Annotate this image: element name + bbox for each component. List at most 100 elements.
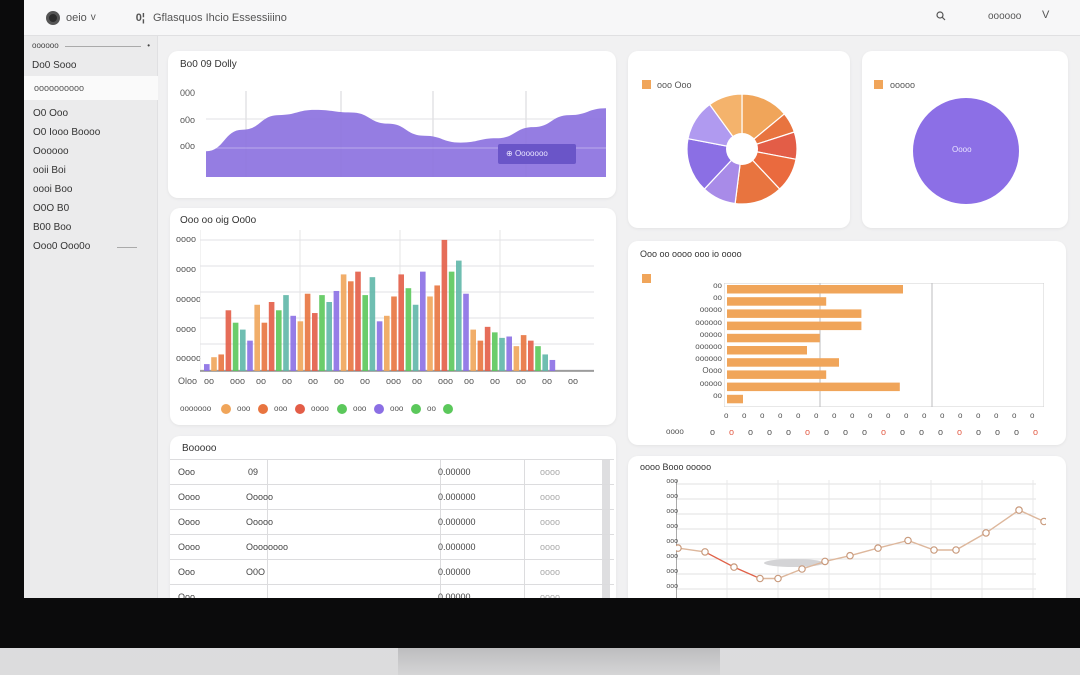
brand-label[interactable]: oeio [66, 11, 87, 24]
bar-chart [200, 230, 594, 372]
bar [247, 340, 253, 371]
x-tick-label: ooo [230, 376, 246, 386]
bar [290, 315, 296, 371]
x-tick-label: o [976, 411, 981, 420]
y-tick-label: ooo [666, 568, 678, 575]
bar [456, 260, 462, 371]
table-row[interactable]: Oooo Ooooo 0.000000 oooo [170, 509, 614, 534]
legend-swatch [221, 404, 231, 414]
area-badge: ⊕ Ooooooo [498, 144, 576, 164]
divider [117, 247, 137, 248]
y-tick-label: 000 [180, 88, 196, 98]
page-title: Gflasquos Ihcio Essessiiino [153, 11, 287, 24]
table-cell: 09 [248, 467, 259, 477]
table-row[interactable]: Ooo 09 0.00000 oooo [170, 459, 614, 484]
sidebar-item[interactable]: ooii Boi [33, 165, 66, 176]
table-row[interactable]: Oooo Ooooo 0.000000 oooo [170, 484, 614, 509]
legend-swatch [443, 404, 453, 414]
x-axis-labels: Oloo oo ooo oo oo oo oo oo ooo oo ooo oo oo oo oo oo [178, 376, 598, 388]
line-point [930, 546, 938, 554]
y-tick-label: ooo [666, 508, 678, 515]
table-cell: oooo [540, 567, 561, 577]
bar [391, 296, 397, 371]
bar [297, 321, 304, 371]
bar [542, 354, 548, 371]
x-tick-label: o [843, 427, 849, 437]
x-tick-label: oo [308, 376, 319, 386]
bar [369, 277, 376, 371]
bar [535, 346, 541, 371]
y-tick-label: oooooo [695, 354, 722, 364]
line-point [756, 574, 764, 583]
x-tick-label: oo [464, 376, 475, 386]
data-table-card: Booooo [170, 436, 616, 598]
bar [348, 281, 354, 371]
legend-label: oo [427, 404, 436, 413]
user-menu[interactable]: oooooo [988, 11, 1022, 22]
logo-icon [46, 10, 60, 25]
legend-swatch [874, 80, 883, 89]
table-cell: 0.00000 [438, 567, 471, 577]
x-tick-label: o [796, 411, 801, 420]
bar [520, 335, 527, 371]
line-chart-card: oooo Booo ooooo ooo ooo ooo ooo ooo ooo ooo ooo [628, 456, 1066, 598]
y-tick-label: ooooo [176, 353, 202, 363]
bar [727, 370, 827, 379]
x-tick-label: o [1030, 411, 1035, 420]
table-row[interactable]: Oooo Oooooooo 0.000000 oooo [170, 534, 614, 559]
donut-hole [726, 133, 758, 165]
x-tick-label: oo [282, 376, 293, 386]
sidebar-item[interactable]: B00 Boo [33, 222, 72, 233]
x-tick-label: o [814, 411, 819, 420]
sidebar-title[interactable]: Do0 Sooo [32, 60, 77, 71]
y-tick-label: ooooo [699, 329, 722, 339]
legend-label: ooo [353, 404, 367, 413]
sidebar-item[interactable]: Oooooo [33, 146, 69, 157]
x-tick-label: oo [204, 376, 215, 386]
bar [304, 293, 311, 371]
table-cell: 0.00000 [438, 592, 471, 598]
legend-label: ooo [237, 404, 251, 413]
pie-slice [913, 98, 1019, 204]
x-tick-label: o [958, 411, 963, 420]
bar [376, 321, 383, 371]
sidebar-item[interactable]: Ooo0 Ooo0o [33, 241, 91, 252]
table-cell: 0.00000 [438, 467, 471, 477]
chevron-down-icon[interactable]: v [90, 12, 96, 23]
y-tick-label: ooooo [176, 294, 202, 304]
sidebar-item-active[interactable]: oooooooooo [24, 76, 158, 100]
line-point [798, 565, 806, 573]
table-row[interactable]: Ooo O0O 0.00000 oooo [170, 559, 614, 584]
bar [319, 295, 325, 371]
y-tick-label: oo [713, 281, 722, 290]
y-tick-label: ooo [666, 553, 678, 560]
y-tick-label: ooooo [699, 305, 722, 315]
sidebar: oooooo • Do0 Sooo oooooooooo O0 Ooo O0 I… [24, 36, 158, 598]
pie-center-label: Oooo [952, 145, 972, 154]
search-icon[interactable] [936, 10, 946, 24]
x-tick-label: oo [490, 376, 501, 386]
bar [427, 296, 433, 371]
line-point [846, 551, 854, 560]
screen: oeio v 0¦ Gflasquos Ihcio Essessiiino oo… [24, 0, 1080, 598]
bar [398, 274, 404, 371]
bar [727, 394, 743, 404]
area-chart-card: Bo0 09 Dolly 000 o0o o0o ⊕ Ooooooo [168, 51, 616, 198]
legend-swatch [374, 404, 384, 414]
sidebar-item[interactable]: oooi Boo [33, 184, 73, 195]
close-icon[interactable]: V [1042, 9, 1050, 21]
legend-swatch [295, 404, 305, 414]
x-tick-label: Oloo [178, 376, 198, 386]
table-row[interactable]: Ooo 0.00000 oooo [170, 584, 614, 598]
card-title: Ooo oo oig Oo0o [180, 215, 257, 226]
sidebar-item[interactable]: O0O B0 [33, 203, 70, 214]
sidebar-item[interactable]: O0 Iooo Boooo [33, 127, 101, 138]
line-point [676, 544, 682, 552]
bar [506, 336, 512, 371]
table-cell: Oooo [178, 517, 201, 527]
legend-label: ooo [274, 404, 288, 413]
y-tick-label: oooo [176, 234, 197, 244]
x-tick-label: o [881, 427, 887, 437]
sidebar-item[interactable]: O0 Ooo [33, 108, 69, 119]
